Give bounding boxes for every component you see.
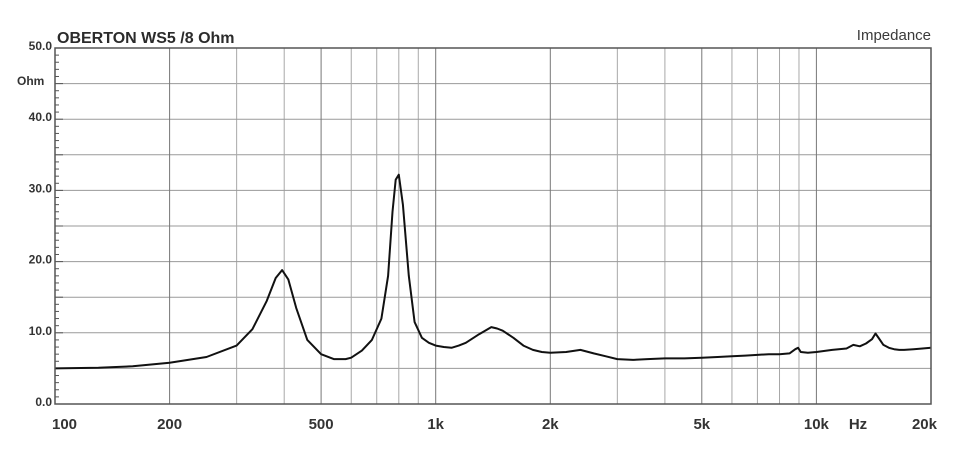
x-tick-label: 500 [309,416,334,433]
plot-frame [54,47,932,405]
y-axis-unit-label: Ohm [17,74,44,88]
y-tick-label: 50.0 [29,39,53,53]
x-axis-unit-label: Hz [849,416,867,433]
x-tick-label: 200 [157,416,182,433]
minor-gridlines [55,48,931,404]
y-tick-label: 40.0 [29,110,53,124]
y-tick-labels: 50.0 40.0 30.0 20.0 10.0 0.0 [29,39,53,409]
x-tick-labels: 100 200 500 1k 2k 5k 10k 20k [52,416,938,433]
impedance-curve [54,173,932,370]
x-tick-label: 20k [912,416,938,433]
x-tick-label: 10k [804,416,830,433]
x-tick-label: 100 [52,416,77,433]
y-tick-label: 10.0 [29,324,53,338]
metric-label: Impedance [857,27,931,44]
x-tick-label: 5k [693,416,710,433]
y-tick-label: 0.0 [35,395,52,409]
y-tick-label: 20.0 [29,253,53,267]
x-tick-label: 2k [542,416,559,433]
major-gridlines [55,47,931,405]
x-tick-label: 1k [427,416,444,433]
y-tick-label: 30.0 [29,181,53,195]
chart-title: OBERTON WS5 /8 Ohm [57,30,235,47]
